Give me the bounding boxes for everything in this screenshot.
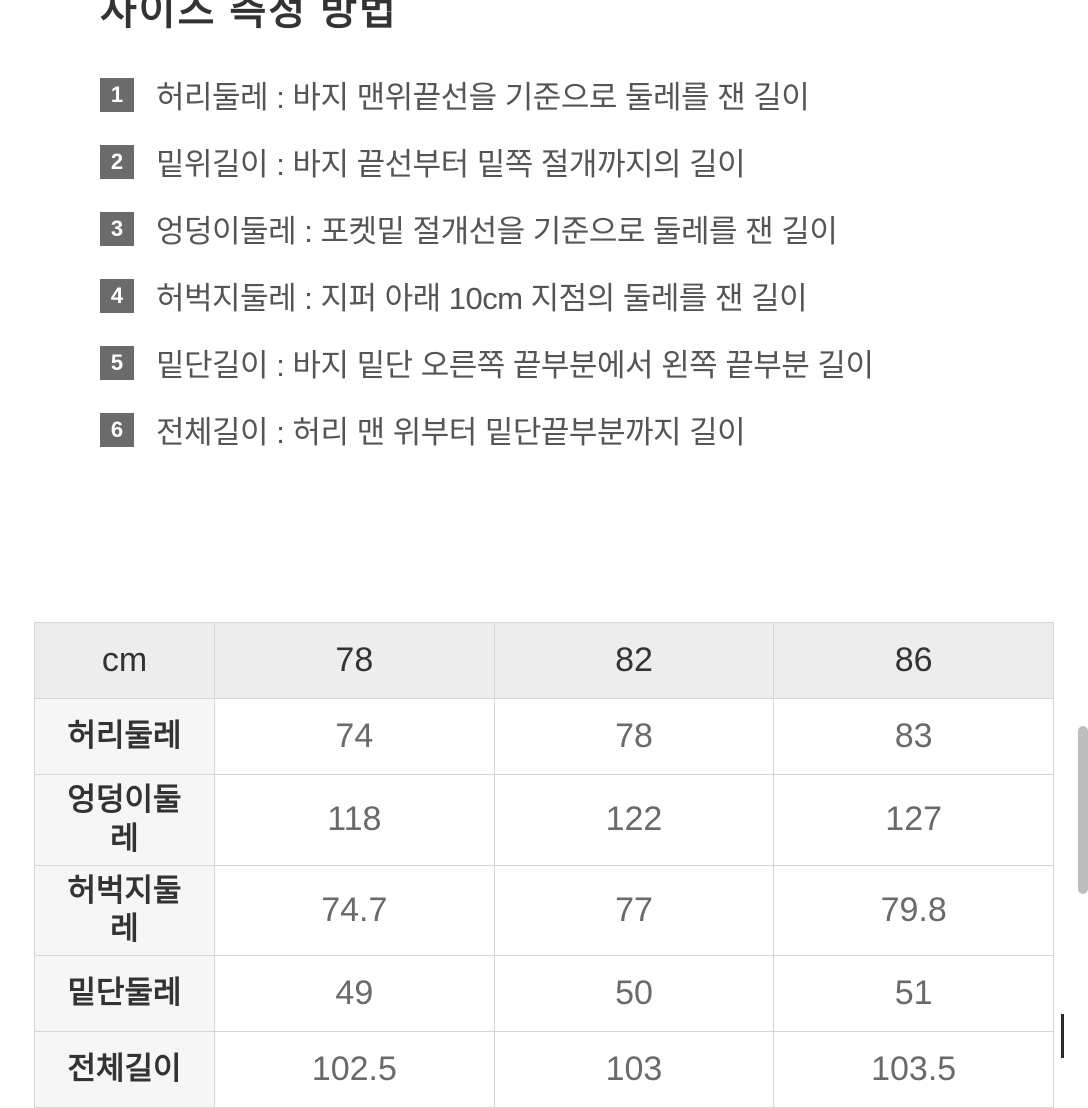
table-cell: 50 [494, 956, 774, 1032]
number-badge: 4 [100, 279, 134, 313]
definition-row: 6 전체길이 : 허리 맨 위부터 밑단끝부분까지 길이 [100, 407, 1048, 452]
table-row: 전체길이102.5103103.5 [35, 1032, 1054, 1108]
definition-row: 1 허리둘레 : 바지 맨위끝선을 기준으로 둘레를 잰 길이 [100, 72, 1048, 117]
table-cell: 79.8 [774, 865, 1054, 956]
table-cell: 103 [494, 1032, 774, 1108]
definition-text: 밑위길이 : 바지 끝선부터 밑쪽 절개까지의 길이 [156, 139, 745, 184]
unit-header: cm [35, 623, 215, 699]
number-badge: 6 [100, 413, 134, 447]
measurement-definitions: 1 허리둘레 : 바지 맨위끝선을 기준으로 둘레를 잰 길이 2 밑위길이 : 바지… [100, 72, 1048, 452]
size-table: cm 78 82 86 허리둘레747883엉덩이둘레118122127허벅지둘… [34, 622, 1054, 1108]
definition-row: 4 허벅지둘레 : 지퍼 아래 10cm 지점의 둘레를 잰 길이 [100, 273, 1048, 318]
table-row: 엉덩이둘레118122127 [35, 775, 1054, 866]
table-row: 밑단둘레495051 [35, 956, 1054, 1032]
scrollbar-track[interactable] [1076, 0, 1088, 1066]
table-cell: 102.5 [215, 1032, 495, 1108]
table-row: 허리둘레747883 [35, 699, 1054, 775]
number-badge: 2 [100, 145, 134, 179]
table-cell: 83 [774, 699, 1054, 775]
page-content: 사이즈 측정 방법 1 허리둘레 : 바지 맨위끝선을 기준으로 둘레를 잰 길이… [0, 0, 1088, 452]
table-cell: 127 [774, 775, 1054, 866]
definition-text: 허리둘레 : 바지 맨위끝선을 기준으로 둘레를 잰 길이 [156, 72, 809, 117]
size-table-container: cm 78 82 86 허리둘레747883엉덩이둘레118122127허벅지둘… [34, 622, 1054, 1108]
definition-row: 2 밑위길이 : 바지 끝선부터 밑쪽 절개까지의 길이 [100, 139, 1048, 184]
table-cell: 118 [215, 775, 495, 866]
number-badge: 1 [100, 78, 134, 112]
size-table-body: 허리둘레747883엉덩이둘레118122127허벅지둘레74.77779.8밑… [35, 699, 1054, 1108]
table-cell: 74 [215, 699, 495, 775]
table-cell: 51 [774, 956, 1054, 1032]
size-col-0: 78 [215, 623, 495, 699]
row-label: 허리둘레 [35, 699, 215, 775]
row-label: 전체길이 [35, 1032, 215, 1108]
definition-text: 전체길이 : 허리 맨 위부터 밑단끝부분까지 길이 [156, 407, 745, 452]
size-col-2: 86 [774, 623, 1054, 699]
table-cell: 74.7 [215, 865, 495, 956]
table-header-row: cm 78 82 86 [35, 623, 1054, 699]
number-badge: 3 [100, 212, 134, 246]
table-cell: 77 [494, 865, 774, 956]
row-label: 허벅지둘레 [35, 865, 215, 956]
size-col-1: 82 [494, 623, 774, 699]
definition-row: 3 엉덩이둘레 : 포켓밑 절개선을 기준으로 둘레를 잰 길이 [100, 206, 1048, 251]
table-cell: 103.5 [774, 1032, 1054, 1108]
table-cell: 49 [215, 956, 495, 1032]
row-label: 밑단둘레 [35, 956, 215, 1032]
definition-text: 엉덩이둘레 : 포켓밑 절개선을 기준으로 둘레를 잰 길이 [156, 206, 837, 251]
text-cursor-icon [1061, 1014, 1064, 1058]
definition-text: 허벅지둘레 : 지퍼 아래 10cm 지점의 둘레를 잰 길이 [156, 273, 807, 318]
definition-row: 5 밑단길이 : 바지 밑단 오른쪽 끝부분에서 왼쪽 끝부분 길이 [100, 340, 1048, 385]
definition-text: 밑단길이 : 바지 밑단 오른쪽 끝부분에서 왼쪽 끝부분 길이 [156, 340, 873, 385]
scrollbar-thumb[interactable] [1078, 726, 1088, 894]
row-label: 엉덩이둘레 [35, 775, 215, 866]
table-cell: 78 [494, 699, 774, 775]
table-cell: 122 [494, 775, 774, 866]
table-row: 허벅지둘레74.77779.8 [35, 865, 1054, 956]
section-title-partial: 사이즈 측정 방법 [100, 0, 1048, 36]
number-badge: 5 [100, 346, 134, 380]
